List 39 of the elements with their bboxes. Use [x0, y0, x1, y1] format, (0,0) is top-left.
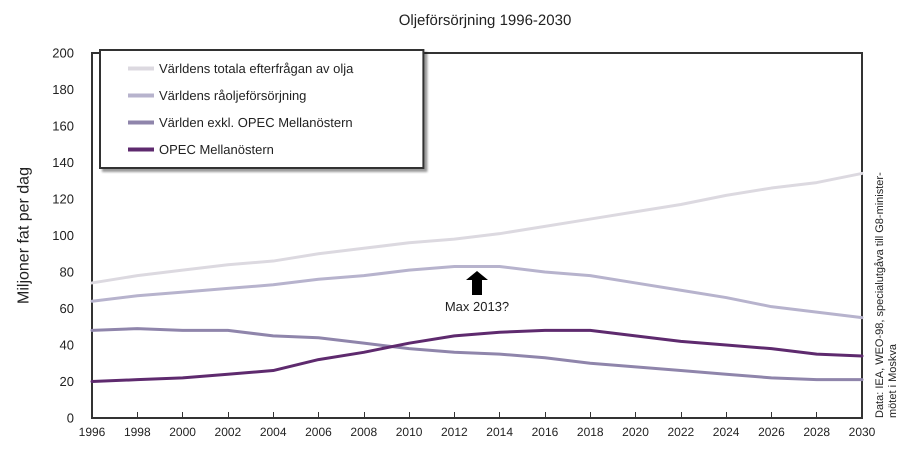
y-tick-label: 180: [52, 82, 74, 97]
x-tick-label: 2014: [486, 425, 514, 439]
line-series: [90, 172, 864, 284]
x-tick-label: 2010: [396, 425, 423, 439]
x-tick-label: 2024: [712, 425, 740, 439]
x-tick-label: 2022: [667, 425, 694, 439]
legend-label: OPEC Mellanöstern: [159, 142, 274, 157]
x-tick-label: 2028: [803, 425, 830, 439]
legend-label: Världens totala efterfrågan av olja: [159, 61, 354, 76]
annotation: Max 2013?: [444, 298, 510, 314]
legend-label: Världen exkl. OPEC Mellanöstern: [159, 115, 353, 130]
x-tick-label: 2012: [441, 425, 468, 439]
x-tick-label: 2016: [532, 425, 559, 439]
chart-title: Oljeförsörjning 1996-2030: [398, 12, 572, 29]
y-tick-label: 160: [52, 118, 74, 134]
x-tick-label: 2002: [214, 425, 242, 439]
x-tick-label: 1998: [124, 425, 151, 439]
text: Data: IEA, WEO-98, specialutgåva till G8-minister- mötet i Moskva: [874, 171, 897, 418]
y-axis-title: Miljoner fat per dag: [16, 167, 32, 304]
y-tick-label: 20: [60, 374, 74, 389]
x-tick-label: 2008: [350, 425, 378, 439]
x-tick-label: 2006: [305, 425, 332, 439]
y-tick-label: 120: [52, 192, 74, 206]
legend-label: Världens råoljeförsörjning: [159, 88, 306, 103]
line-series: [90, 265, 864, 320]
x-tick-label: 2000: [169, 425, 196, 439]
y-tick-label: 0: [66, 410, 74, 426]
y-tick-label: 140: [52, 155, 74, 170]
y-tick-label: 100: [52, 228, 74, 243]
x-tick-label: 2018: [576, 425, 604, 439]
x-tick-label: 2020: [622, 425, 650, 439]
y-tick-label: 60: [60, 301, 74, 316]
y-tick-label: 200: [52, 46, 74, 60]
x-tick-label: 2026: [758, 425, 786, 439]
y-tick-label: 80: [60, 264, 74, 280]
x-tick-label: 2004: [260, 425, 287, 439]
x-tick-label: 1996: [78, 425, 106, 439]
y-tick-label: 40: [60, 338, 74, 352]
x-tick-label: 2030: [848, 425, 876, 439]
